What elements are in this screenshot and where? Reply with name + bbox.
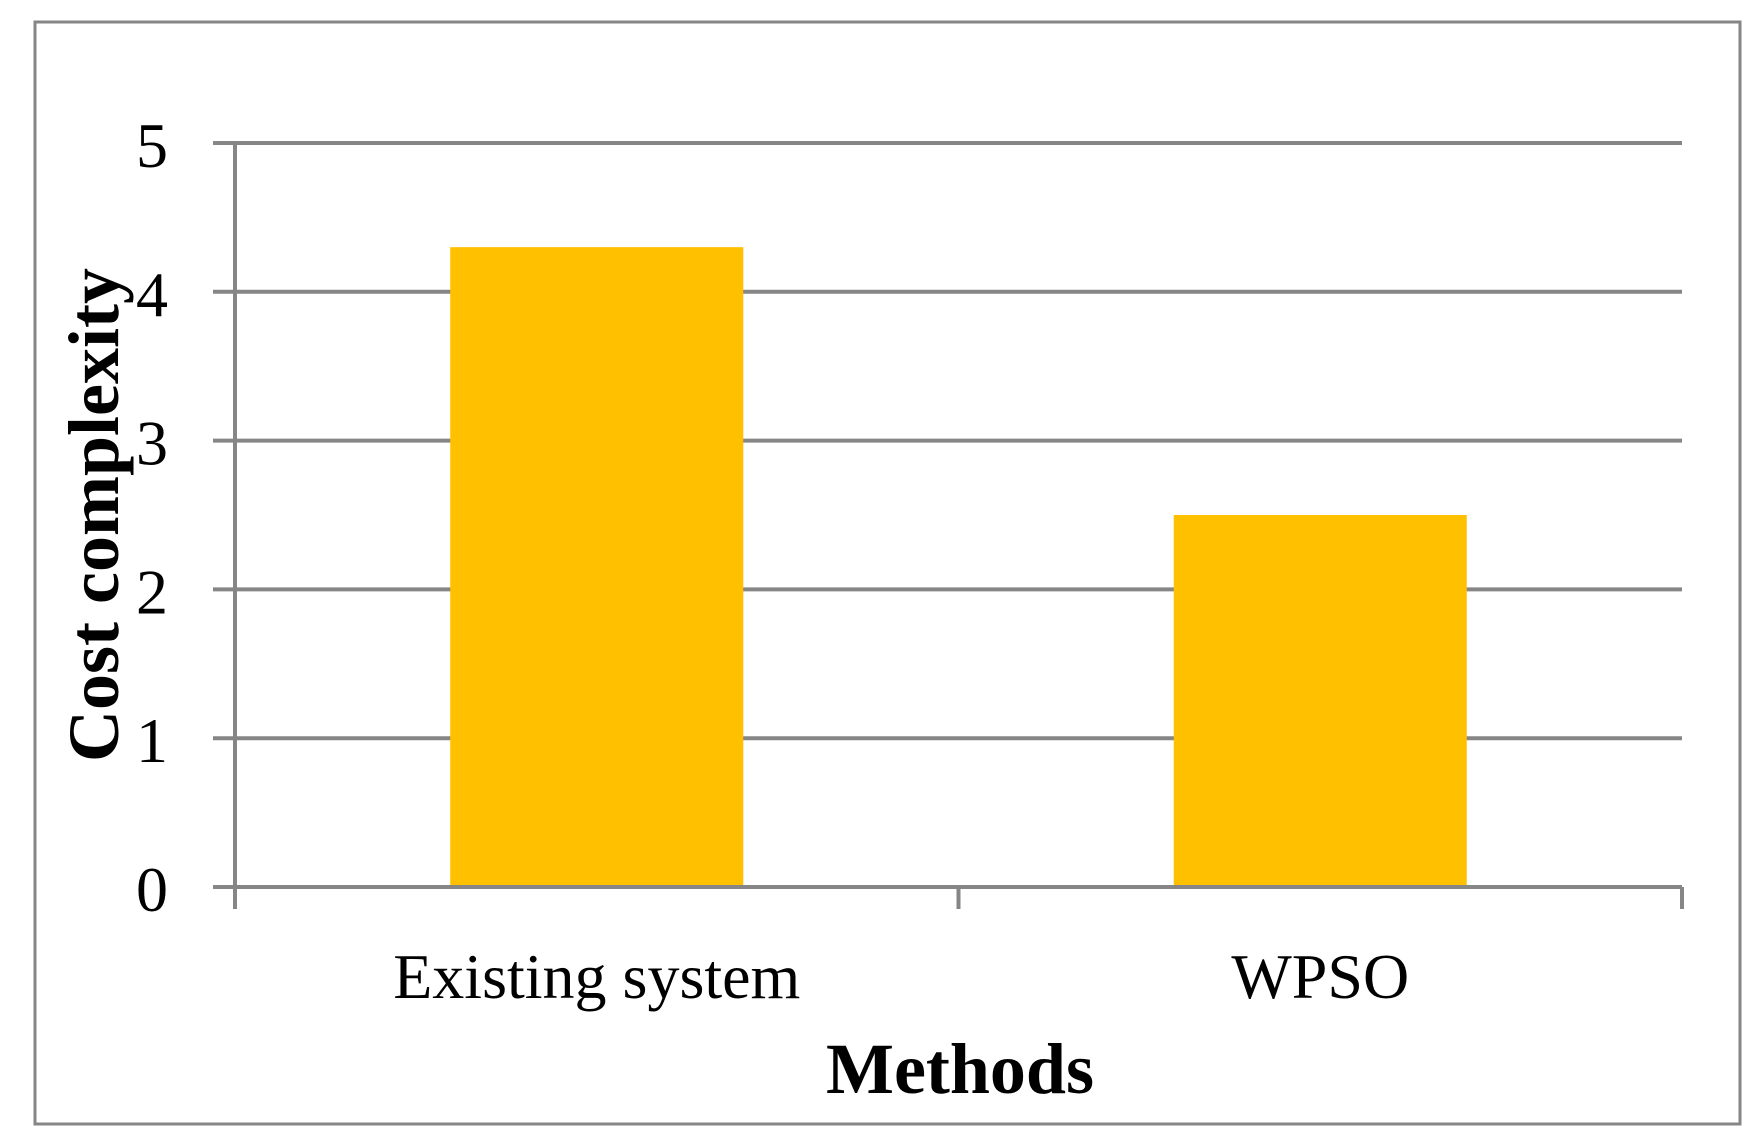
axes (213, 141, 1684, 909)
y-tick-label: 3 (136, 408, 168, 479)
x-axis-title: Methods (826, 1029, 1094, 1109)
bar (1173, 515, 1467, 887)
y-tick-label: 0 (136, 854, 168, 925)
x-tick-label: Existing system (393, 941, 800, 1012)
x-tick-labels: Existing system WPSO (393, 941, 1409, 1012)
y-tick-label: 5 (136, 110, 168, 181)
chart-border (33, 20, 1742, 1126)
y-axis-title: Cost complexity (54, 268, 134, 762)
x-tick-label: WPSO (1231, 941, 1409, 1012)
y-tick-label: 1 (136, 705, 168, 776)
y-tick-label: 2 (136, 556, 168, 627)
y-tick-label: 4 (136, 259, 168, 330)
bar (450, 247, 744, 887)
bars (450, 247, 1467, 887)
y-tick-labels: 0 1 2 3 4 5 (136, 110, 168, 925)
